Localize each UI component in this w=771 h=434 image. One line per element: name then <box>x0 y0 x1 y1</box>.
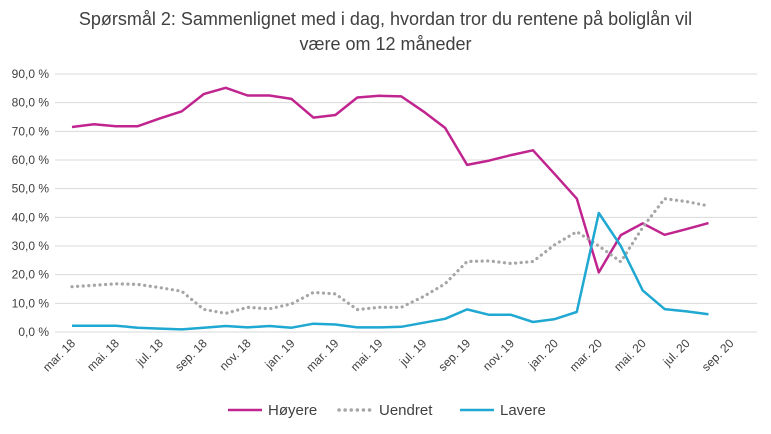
x-tick-label: mai. 19 <box>348 336 386 374</box>
y-tick-label: 20,0 % <box>12 268 50 282</box>
x-tick-label: nov. 18 <box>217 336 254 373</box>
y-tick-label: 70,0 % <box>12 124 50 138</box>
legend-label: Høyere <box>268 402 317 419</box>
x-tick-label: jul. 20 <box>659 336 692 369</box>
legend-label: Uendret <box>379 402 433 419</box>
y-tick-label: 0,0 % <box>18 325 49 339</box>
y-tick-label: 10,0 % <box>12 296 50 310</box>
x-tick-label: mai. 20 <box>611 336 649 374</box>
y-tick-label: 80,0 % <box>12 96 50 110</box>
y-tick-label: 40,0 % <box>12 210 50 224</box>
y-tick-label: 90,0 % <box>12 67 50 81</box>
y-tick-label: 50,0 % <box>12 182 50 196</box>
y-tick-label: 30,0 % <box>12 239 50 253</box>
x-tick-label: nov. 19 <box>480 336 517 373</box>
chart-title-line-1: Spørsmål 2: Sammenlignet med i dag, hvor… <box>78 9 693 29</box>
legend-label: Lavere <box>500 402 546 419</box>
series-line-uendret <box>70 197 711 315</box>
x-tick-label: mar. 20 <box>567 336 605 374</box>
x-tick-label: jul. 19 <box>396 336 429 369</box>
x-tick-label: mar. 19 <box>303 336 341 374</box>
x-tick-label: jul. 18 <box>133 336 166 369</box>
series-line-høyere <box>71 86 709 274</box>
x-tick-label: sep. 18 <box>172 336 210 374</box>
x-tick-label: jan. 19 <box>262 336 298 372</box>
x-tick-label: sep. 19 <box>435 336 473 374</box>
x-tick-label: mar. 18 <box>40 336 78 374</box>
x-tick-label: sep. 20 <box>699 336 737 374</box>
y-tick-label: 60,0 % <box>12 153 50 167</box>
x-tick-label: mai. 18 <box>84 336 122 374</box>
chart-title-line-2: være om 12 måneder <box>299 34 472 54</box>
x-tick-label: jan. 20 <box>525 336 561 372</box>
series-line-lavere <box>72 211 709 331</box>
